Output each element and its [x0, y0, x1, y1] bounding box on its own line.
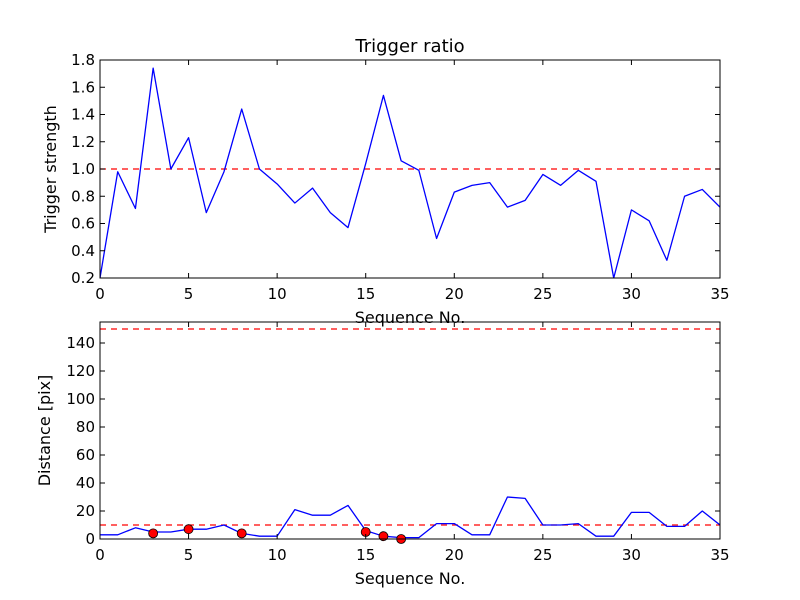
y-tick-label: 1.2 — [71, 133, 95, 151]
y-tick-label: 120 — [66, 362, 95, 380]
x-tick-label: 35 — [710, 546, 729, 564]
y-tick-label: 20 — [76, 502, 95, 520]
x-tick-label: 5 — [184, 285, 194, 303]
plot-frame — [99, 321, 721, 540]
y-tick-label: 0.6 — [71, 215, 95, 233]
data-point-marker — [378, 531, 389, 542]
y-tick-label: 40 — [76, 474, 95, 492]
x-tick-label: 15 — [356, 285, 375, 303]
x-tick-label: 30 — [622, 546, 641, 564]
x-tick-label: 10 — [268, 285, 287, 303]
y-tick-label: 1.6 — [71, 78, 95, 96]
x-tick-label: 20 — [445, 285, 464, 303]
y-tick-label: 1.4 — [71, 106, 95, 124]
y-tick-label: 0.2 — [71, 269, 95, 287]
x-tick-label: 30 — [622, 285, 641, 303]
chart-distance: 0 5 10 15 20 25 30 35 0 20 40 60 80 100 120 140 Sequence… — [35, 321, 730, 588]
x-axis-label: Sequence No. — [355, 569, 466, 588]
y-tick-label: 140 — [66, 334, 95, 352]
x-tick-label: 15 — [356, 546, 375, 564]
y-tick-label: 1.8 — [71, 51, 95, 69]
x-axis-label: Sequence No. — [355, 308, 466, 327]
y-axis-label: Trigger strength — [41, 105, 60, 234]
y-tick-label: 1.0 — [71, 160, 95, 178]
x-tick-label: 5 — [184, 546, 194, 564]
x-tick-label: 0 — [95, 546, 105, 564]
data-point-marker — [236, 528, 247, 539]
y-tick-label: 100 — [66, 390, 95, 408]
x-tick-label: 25 — [533, 285, 552, 303]
y-axis-label: Distance [pix] — [35, 375, 54, 487]
x-tick-label: 10 — [268, 546, 287, 564]
y-tick-label: 0.4 — [71, 242, 95, 260]
x-tick-label: 0 — [95, 285, 105, 303]
x-tick-label: 20 — [445, 546, 464, 564]
y-tick-label: 80 — [76, 418, 95, 436]
series-line — [100, 67, 720, 278]
x-tick-label: 25 — [533, 546, 552, 564]
chart-title: Trigger ratio — [354, 36, 464, 57]
y-tick-label: 0.8 — [71, 187, 95, 205]
y-tick-label: 60 — [76, 446, 95, 464]
chart-trigger-ratio: 0 5 10 15 20 25 30 35 0.2 0.4 0.6 0.8 1.0 1.2 1.4 1.6 1.… — [41, 36, 730, 327]
y-tick-label: 0 — [85, 530, 95, 548]
x-tick-label: 35 — [710, 285, 729, 303]
data-point-marker — [183, 524, 194, 535]
series-line — [100, 496, 720, 539]
data-point-marker — [148, 528, 159, 539]
